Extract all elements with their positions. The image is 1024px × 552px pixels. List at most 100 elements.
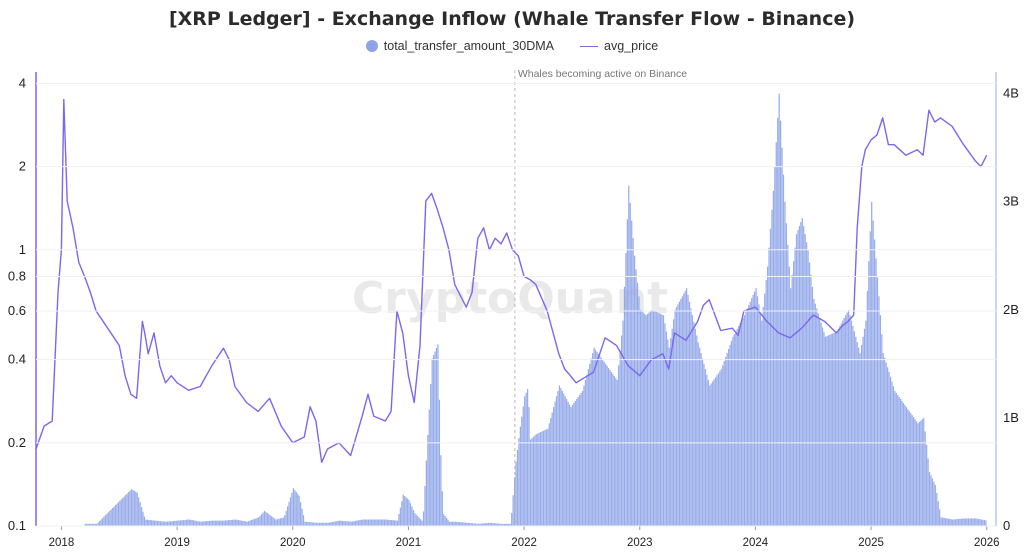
transfer-bar <box>182 520 185 526</box>
transfer-bar <box>485 523 487 526</box>
transfer-bar <box>181 520 183 526</box>
transfer-bar <box>385 519 387 526</box>
transfer-bar <box>375 519 377 526</box>
transfer-bar <box>918 421 921 526</box>
transfer-bar <box>830 334 832 526</box>
transfer-bar <box>823 332 825 526</box>
transfer-bar <box>635 269 637 526</box>
transfer-bar <box>155 520 157 526</box>
transfer-bar <box>584 380 587 526</box>
transfer-bar <box>369 519 371 526</box>
x-tick-label: 2020 <box>280 537 306 549</box>
transfer-bar <box>174 520 176 526</box>
transfer-bar <box>324 522 326 526</box>
transfer-bar <box>652 310 654 526</box>
transfer-bar <box>399 507 401 526</box>
transfer-bar <box>561 390 563 526</box>
transfer-bar <box>276 519 279 526</box>
transfer-bar <box>701 358 704 526</box>
transfer-bar <box>775 142 777 526</box>
transfer-bar <box>748 305 750 526</box>
transfer-bar <box>169 521 172 526</box>
transfer-bar <box>305 521 308 526</box>
transfer-bar <box>726 353 728 526</box>
transfer-bar <box>872 220 874 526</box>
transfer-bar <box>959 518 961 526</box>
transfer-bar <box>311 522 313 526</box>
transfer-bar <box>675 307 678 526</box>
transfer-bar <box>982 519 984 526</box>
transfer-bar <box>889 376 892 526</box>
transfer-bar <box>97 522 99 526</box>
transfer-bar <box>706 374 708 526</box>
transfer-bar <box>713 379 715 526</box>
transfer-bar <box>674 309 676 526</box>
transfer-bar <box>859 353 861 526</box>
transfer-bar <box>586 374 588 526</box>
transfer-bar <box>782 174 785 526</box>
transfer-bar <box>513 477 516 526</box>
transfer-bar <box>863 328 866 526</box>
transfer-bar <box>538 432 540 526</box>
legend-item-price[interactable]: avg_price <box>580 39 658 53</box>
transfer-bar <box>110 509 112 526</box>
transfer-bar <box>623 286 626 526</box>
transfer-bar <box>876 277 879 526</box>
transfer-bar <box>534 435 536 526</box>
transfer-bar <box>221 520 224 526</box>
transfer-bar <box>315 522 318 526</box>
transfer-bar <box>427 434 429 526</box>
transfer-bar <box>424 485 426 526</box>
legend-item-transfer[interactable]: total_transfer_amount_30DMA <box>365 39 554 53</box>
transfer-bar <box>681 296 683 526</box>
transfer-bar <box>547 428 549 526</box>
transfer-bar <box>963 518 965 526</box>
transfer-bar <box>957 518 960 526</box>
transfer-bar <box>500 523 503 526</box>
transfer-bar <box>648 312 650 526</box>
transfer-bar <box>278 518 280 526</box>
transfer-bar <box>263 510 266 526</box>
transfer-bar <box>288 501 290 526</box>
transfer-bar <box>833 332 835 526</box>
transfer-bar <box>548 423 550 526</box>
transfer-bar <box>450 521 452 526</box>
transfer-bar <box>460 522 462 526</box>
transfer-bar <box>308 522 310 526</box>
transfer-bar <box>119 500 121 526</box>
transfer-bar <box>496 523 498 526</box>
transfer-bar <box>969 518 971 526</box>
transfer-bar <box>406 498 409 526</box>
transfer-bar <box>581 390 584 526</box>
transfer-bar <box>631 220 633 526</box>
transfer-bar <box>246 521 248 526</box>
transfer-bar <box>845 315 847 526</box>
transfer-bar <box>438 399 441 526</box>
transfer-bar <box>738 326 740 526</box>
transfer-bar <box>376 519 378 526</box>
transfer-bar <box>446 517 448 526</box>
transfer-bar <box>985 520 987 526</box>
transfer-bar <box>226 520 228 526</box>
transfer-bar <box>386 519 388 526</box>
transfer-bar <box>980 519 983 526</box>
transfer-bar <box>931 478 934 526</box>
transfer-bar <box>662 315 665 526</box>
transfer-bar <box>198 521 201 526</box>
transfer-bar <box>194 520 196 526</box>
transfer-bar <box>214 520 216 526</box>
transfer-bar <box>696 335 698 526</box>
transfer-bar <box>772 190 774 526</box>
right-tick-label: 3B <box>1003 194 1019 209</box>
transfer-bar <box>321 522 323 526</box>
transfer-bar <box>915 421 918 526</box>
transfer-bar <box>515 461 517 526</box>
transfer-bar <box>441 491 443 526</box>
transfer-bar <box>661 314 663 526</box>
transfer-bar <box>366 519 368 526</box>
transfer-bar <box>269 515 271 526</box>
transfer-bar <box>558 385 561 526</box>
transfer-bar <box>613 376 615 526</box>
transfer-bar <box>243 521 245 526</box>
transfer-bar <box>512 495 514 526</box>
